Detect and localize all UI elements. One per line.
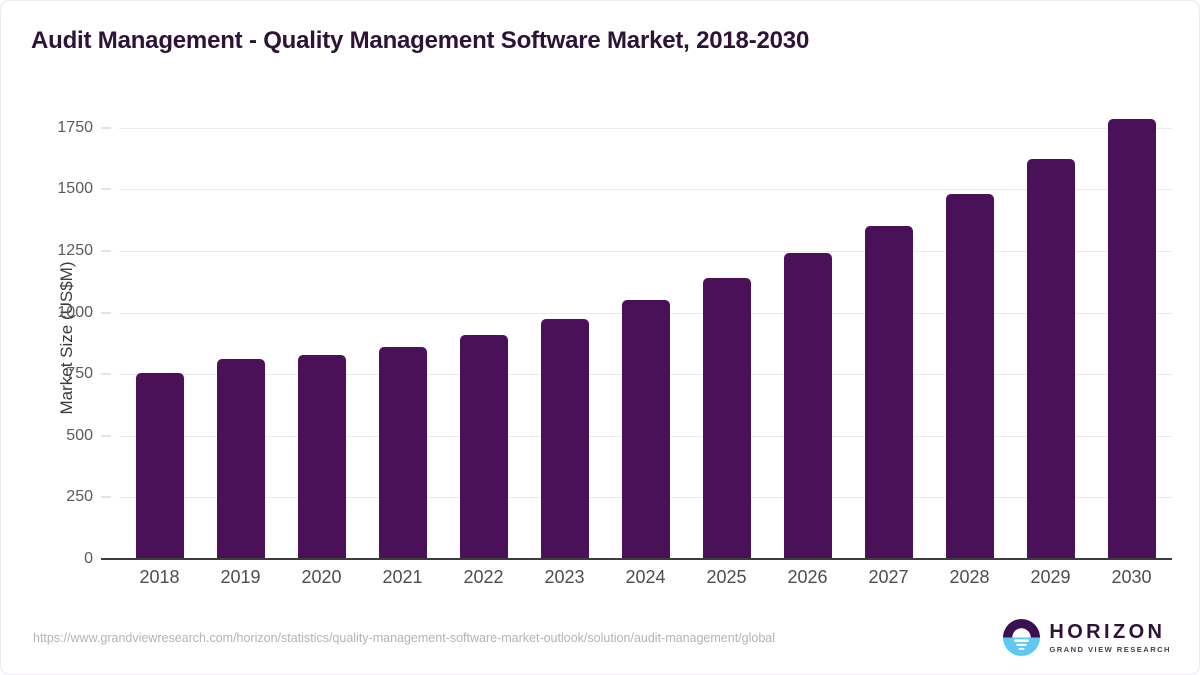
x-tick-label-2029: 2029 <box>1030 567 1071 587</box>
y-tick-mark <box>101 312 111 314</box>
y-tick-mark <box>101 250 111 252</box>
x-tick-label-2025: 2025 <box>706 567 747 587</box>
x-tick-label-2024: 2024 <box>625 567 666 587</box>
bar-2024[interactable] <box>621 300 670 559</box>
x-tick-label-2020: 2020 <box>301 567 342 587</box>
y-tick-label: 1000 <box>57 303 93 321</box>
bar-slot <box>524 97 605 559</box>
bar-slot <box>443 97 524 559</box>
bar-slot <box>200 97 281 559</box>
gridline <box>119 127 1172 129</box>
brand-tagline: GRAND VIEW RESEARCH <box>1049 644 1171 654</box>
bar-slot <box>686 97 767 559</box>
y-axis-ticks: 0 250 500 750 1000 1250 1500 1750 <box>1 97 111 567</box>
bar-slot <box>767 97 848 559</box>
y-tick-mark <box>101 188 111 190</box>
bar-2030[interactable] <box>1107 118 1156 559</box>
bar-2022[interactable] <box>459 334 508 559</box>
bar-2029[interactable] <box>1026 158 1075 559</box>
y-tick-label: 1250 <box>57 242 93 259</box>
horizon-sun-icon <box>1003 619 1041 656</box>
x-tick-label-2018: 2018 <box>139 567 180 587</box>
bar-2026[interactable] <box>783 252 832 559</box>
y-tick-label: 750 <box>66 365 93 383</box>
bar-2028[interactable] <box>945 193 994 559</box>
x-tick-label-2030: 2030 <box>1111 567 1152 587</box>
y-tick-label: 250 <box>66 488 93 506</box>
gridline <box>119 251 1172 252</box>
y-tick-mark <box>101 496 111 498</box>
bar-slot <box>119 97 200 559</box>
y-tick-label: 1750 <box>57 118 93 136</box>
x-axis-ticks: 2018 2019 2020 2021 2022 2023 2024 2025 2026 2027… <box>119 567 1172 588</box>
x-tick-label-2019: 2019 <box>220 567 261 587</box>
bar-slot <box>1010 97 1091 559</box>
bar-slot <box>1091 97 1172 559</box>
bar-2025[interactable] <box>702 278 751 559</box>
bar-2023[interactable] <box>540 318 589 559</box>
brand-name: HORIZON <box>1049 620 1166 643</box>
y-tick-label: 500 <box>66 426 93 444</box>
bar-2019[interactable] <box>216 359 265 559</box>
y-tick-label: 0 <box>84 550 93 567</box>
bar-2021[interactable] <box>378 346 427 559</box>
y-tick-mark <box>101 435 111 437</box>
brand-logo-text: HORIZON GRAND VIEW RESEARCH <box>1049 622 1171 654</box>
bar-2027[interactable] <box>864 225 913 559</box>
source-url[interactable]: https://www.grandviewresearch.com/horizo… <box>33 631 776 645</box>
y-tick-mark <box>101 373 111 375</box>
bar-slot <box>281 97 362 559</box>
x-tick-label-2021: 2021 <box>382 567 423 587</box>
page-title: Audit Management - Quality Management So… <box>31 27 810 54</box>
y-tick-mark <box>101 127 111 129</box>
bar-slot <box>362 97 443 559</box>
bar-slot <box>848 97 929 559</box>
x-tick-label-2023: 2023 <box>544 567 585 587</box>
bar-slot <box>605 97 686 559</box>
gridline <box>119 189 1172 191</box>
x-tick-label-2028: 2028 <box>949 567 990 587</box>
x-tick-label-2022: 2022 <box>463 567 504 587</box>
bar-2020[interactable] <box>297 355 346 559</box>
plot-area <box>101 97 1172 560</box>
x-tick-label-2027: 2027 <box>868 567 909 587</box>
x-tick-label-2026: 2026 <box>787 567 828 587</box>
bar-2018[interactable] <box>135 372 184 559</box>
x-axis-line <box>101 558 1172 560</box>
bar-series <box>119 97 1172 559</box>
brand-logo: HORIZON GRAND VIEW RESEARCH <box>1003 619 1171 656</box>
bar-slot <box>929 97 1010 559</box>
y-tick-label: 1500 <box>57 180 93 198</box>
